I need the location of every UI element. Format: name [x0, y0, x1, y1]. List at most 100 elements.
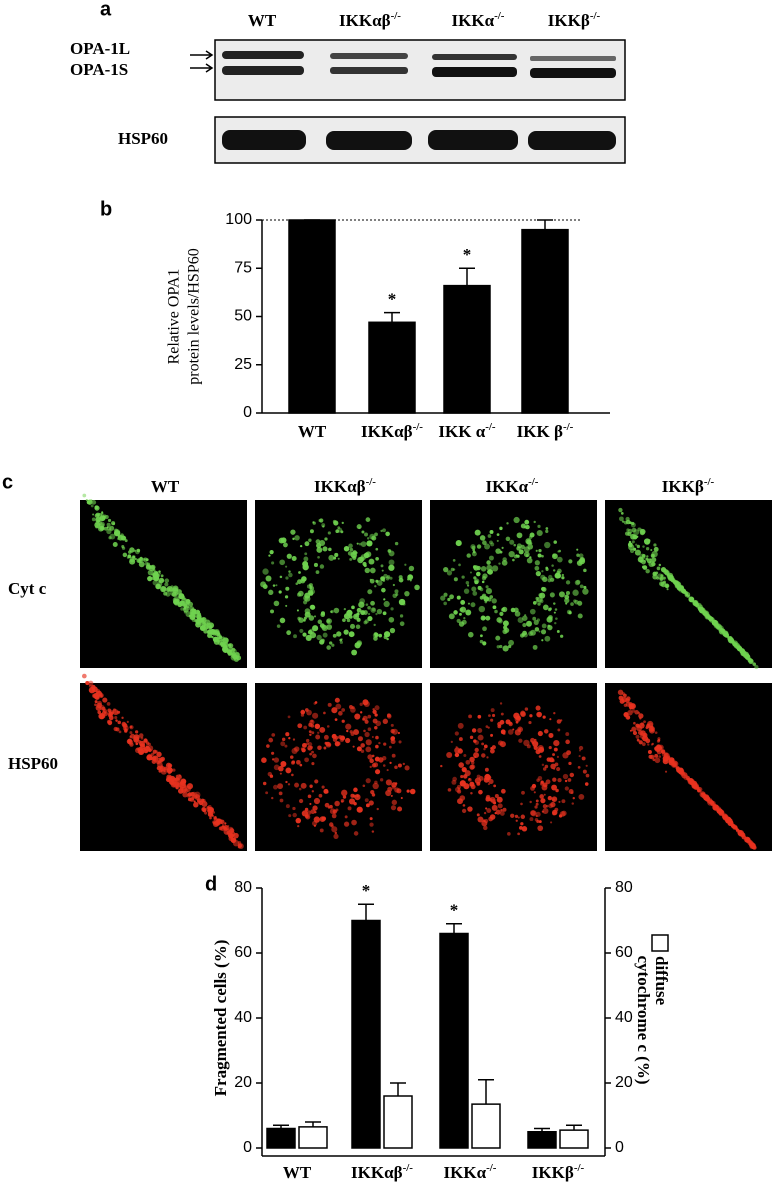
organelle: [371, 793, 376, 797]
organelle: [466, 553, 471, 558]
organelle: [360, 554, 367, 560]
organelle: [455, 540, 462, 547]
organelle: [138, 561, 145, 568]
organelle: [271, 561, 275, 565]
organelle: [145, 564, 152, 570]
organelle: [574, 580, 581, 586]
organelle: [524, 707, 529, 711]
organelle: [128, 550, 132, 554]
organelle: [231, 653, 236, 659]
organelle: [458, 737, 463, 742]
organelle: [230, 837, 236, 843]
organelle: [404, 765, 410, 771]
organelle: [583, 568, 587, 573]
organelle: [542, 715, 546, 719]
organelle: [564, 786, 569, 791]
organelle: [408, 565, 415, 572]
organelle: [286, 630, 292, 636]
organelle: [321, 625, 328, 632]
organelle: [499, 644, 503, 649]
organelle: [334, 800, 340, 807]
organelle: [178, 774, 181, 777]
y-tick-label: 25: [234, 356, 252, 373]
organelle: [187, 792, 192, 797]
organelle: [304, 814, 309, 819]
organelle: [512, 728, 515, 731]
organelle: [554, 608, 558, 611]
organelle: [85, 498, 88, 502]
organelle: [667, 573, 671, 577]
organelle: [317, 731, 320, 734]
organelle: [335, 703, 342, 710]
organelle: [537, 825, 544, 832]
organelle: [463, 588, 470, 594]
organelle: [470, 764, 476, 770]
organelle: [348, 705, 353, 709]
band: [222, 66, 304, 75]
organelle: [336, 631, 342, 637]
organelle: [387, 786, 393, 792]
organelle: [372, 782, 379, 790]
organelle: [481, 576, 487, 581]
organelle: [329, 808, 336, 815]
organelle: [513, 554, 518, 559]
organelle: [195, 621, 202, 628]
label-base: IKKαβ: [361, 422, 413, 441]
organelle: [651, 550, 658, 558]
organelle: [206, 622, 209, 625]
organelle: [647, 539, 651, 542]
organelle: [651, 561, 656, 567]
organelle: [450, 567, 455, 572]
organelle: [566, 750, 572, 756]
organelle: [388, 564, 395, 571]
organelle: [261, 757, 267, 763]
organelle: [367, 589, 373, 595]
organelle: [549, 592, 555, 598]
organelle: [328, 554, 335, 561]
organelle: [538, 746, 545, 753]
organelle: [106, 702, 111, 706]
organelle: [578, 794, 585, 800]
organelle: [295, 582, 299, 585]
y-axis-label: protein levels/HSP60: [186, 248, 203, 384]
y2-tick-label: 80: [615, 879, 633, 896]
organelle: [533, 791, 536, 794]
organelle: [579, 556, 585, 563]
organelle: [365, 746, 372, 753]
organelle: [665, 584, 669, 588]
organelle: [452, 559, 456, 562]
organelle: [306, 742, 309, 745]
organelle: [654, 731, 658, 735]
organelle: [94, 505, 99, 510]
organelle: [364, 798, 369, 803]
organelle: [679, 768, 684, 773]
organelle: [214, 815, 217, 818]
organelle: [312, 521, 316, 525]
bar: [288, 219, 336, 414]
band: [326, 131, 412, 150]
organelle: [345, 723, 352, 730]
organelle: [341, 708, 346, 712]
organelle: [469, 756, 475, 763]
organelle: [510, 813, 515, 818]
organelle: [552, 777, 557, 782]
organelle: [297, 824, 300, 828]
organelle: [526, 620, 532, 627]
organelle: [457, 748, 463, 754]
organelle: [450, 740, 453, 744]
organelle: [193, 800, 196, 803]
organelle: [98, 713, 105, 720]
column-label: IKKαβ-/-: [314, 476, 376, 496]
label-sup: -/-: [574, 1162, 585, 1174]
organelle: [265, 575, 272, 582]
organelle: [144, 746, 151, 752]
organelle: [702, 794, 705, 797]
organelle: [484, 818, 489, 824]
organelle: [457, 789, 462, 794]
organelle: [307, 742, 313, 747]
organelle: [375, 556, 379, 561]
organelle: [169, 779, 175, 786]
organelle: [659, 577, 663, 581]
organelle: [322, 546, 328, 552]
organelle: [383, 631, 391, 638]
